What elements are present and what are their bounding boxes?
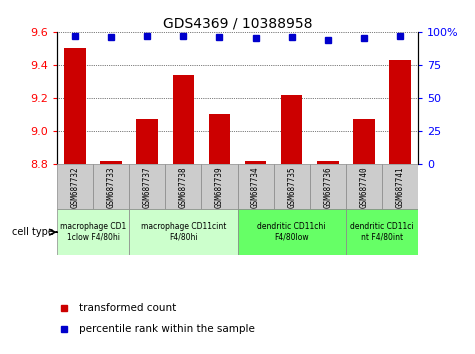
Text: dendritic CD11chi
F4/80low: dendritic CD11chi F4/80low xyxy=(257,222,326,242)
Bar xyxy=(201,164,238,210)
Bar xyxy=(100,161,122,164)
Bar xyxy=(57,164,93,210)
Text: transformed count: transformed count xyxy=(79,303,176,313)
Text: GSM687737: GSM687737 xyxy=(143,166,152,207)
Bar xyxy=(129,164,165,210)
Text: macrophage CD11cint
F4/80hi: macrophage CD11cint F4/80hi xyxy=(141,222,226,242)
Bar xyxy=(346,164,382,210)
Bar xyxy=(64,48,86,164)
Bar xyxy=(57,210,129,255)
Bar xyxy=(136,119,158,164)
Text: percentile rank within the sample: percentile rank within the sample xyxy=(79,324,255,334)
Text: cell type: cell type xyxy=(11,227,53,237)
Text: GSM687740: GSM687740 xyxy=(360,166,368,207)
Bar xyxy=(382,164,418,210)
Text: GSM687733: GSM687733 xyxy=(107,166,115,207)
Bar xyxy=(281,95,303,164)
Title: GDS4369 / 10388958: GDS4369 / 10388958 xyxy=(163,17,312,31)
Bar xyxy=(245,161,266,164)
Text: GSM687739: GSM687739 xyxy=(215,166,224,207)
Text: GSM687741: GSM687741 xyxy=(396,166,404,207)
Text: dendritic CD11ci
nt F4/80int: dendritic CD11ci nt F4/80int xyxy=(350,222,414,242)
Bar xyxy=(238,164,274,210)
Text: macrophage CD1
1clow F4/80hi: macrophage CD1 1clow F4/80hi xyxy=(60,222,126,242)
Text: GSM687735: GSM687735 xyxy=(287,166,296,207)
Bar xyxy=(317,161,339,164)
Bar xyxy=(238,210,346,255)
Text: GSM687738: GSM687738 xyxy=(179,166,188,207)
Bar xyxy=(353,119,375,164)
Bar xyxy=(274,164,310,210)
Bar xyxy=(129,210,238,255)
Bar xyxy=(165,164,201,210)
Bar xyxy=(310,164,346,210)
Bar xyxy=(389,60,411,164)
Text: GSM687732: GSM687732 xyxy=(71,166,79,207)
Bar xyxy=(346,210,418,255)
Bar xyxy=(209,114,230,164)
Bar xyxy=(93,164,129,210)
Bar xyxy=(172,75,194,164)
Text: GSM687736: GSM687736 xyxy=(323,166,332,207)
Text: GSM687734: GSM687734 xyxy=(251,166,260,207)
